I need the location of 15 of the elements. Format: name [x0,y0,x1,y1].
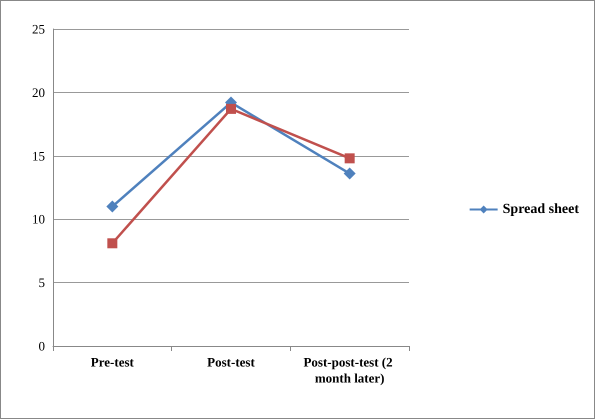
y-tick-label: 15 [32,148,45,164]
y-tick-label: 25 [32,22,45,36]
y-tick-label: 0 [38,338,45,354]
x-tick-label: Pre-test [90,354,135,370]
y-tick-label: 5 [38,275,45,290]
point [344,153,355,164]
x-tick-label: Post-post-test (2 month later) [303,354,396,386]
point [226,104,236,114]
point [344,168,356,180]
y-tick-label: 10 [32,212,45,227]
x-tick-label: Post-test [207,354,256,370]
point [107,238,118,248]
y-tick-label: 20 [32,84,45,100]
legend-label: Spread sheet [502,202,580,217]
point [106,200,118,213]
